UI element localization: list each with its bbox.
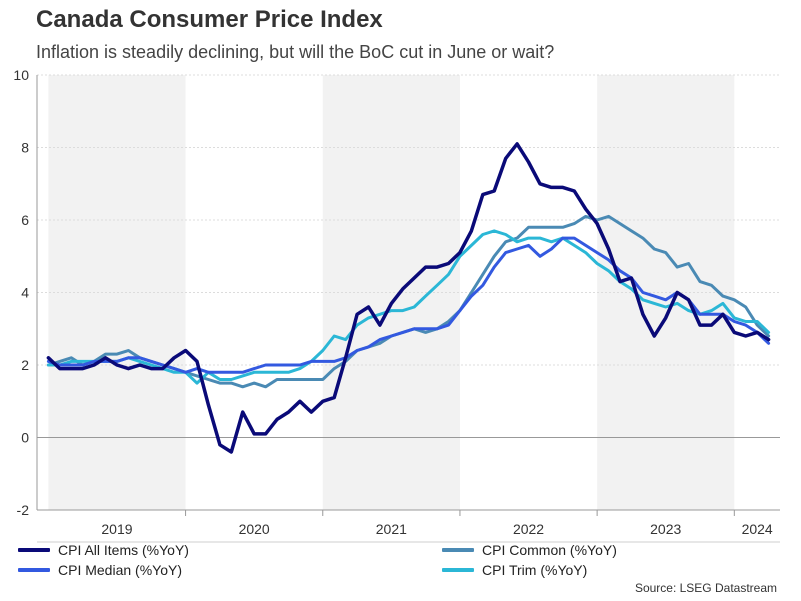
y-tick-label: 2: [21, 357, 29, 373]
x-tick-label: 2023: [650, 521, 681, 537]
x-tick-label: 2021: [376, 521, 407, 537]
series-lines: [46, 142, 771, 454]
legend-label: CPI Common (%YoY): [482, 542, 617, 558]
chart-subtitle: Inflation is steadily declining, but wil…: [36, 42, 555, 62]
y-tick-label: 6: [21, 212, 29, 228]
x-tick-label: 2019: [101, 521, 132, 537]
legend-swatch: [442, 548, 474, 552]
y-tick-label: 4: [21, 285, 29, 301]
y-axis: -2 0 2 4 6 8 10: [13, 67, 38, 518]
legend-swatch: [18, 548, 50, 552]
legend-item-cpi-median: CPI Median (%YoY): [18, 562, 182, 578]
series-line-cpi-trim-yoy: [46, 229, 771, 385]
legend-label: CPI Median (%YoY): [58, 562, 182, 578]
year-shading: [48, 75, 735, 510]
series-line-cpi-all-items-yoy: [46, 142, 771, 454]
year-band-2019: [48, 75, 186, 510]
x-tick-label: 2022: [513, 521, 544, 537]
gridlines: [37, 74, 780, 511]
legend-item-cpi-trim: CPI Trim (%YoY): [442, 562, 587, 578]
legend-swatch: [442, 568, 474, 572]
source-note: Source: LSEG Datastream: [634, 581, 777, 595]
legend-label: CPI Trim (%YoY): [482, 562, 588, 578]
legend-swatch: [18, 568, 50, 572]
chart-title: Canada Consumer Price Index: [36, 6, 383, 33]
y-tick-label: -2: [17, 502, 30, 518]
x-tick-label: 2020: [239, 521, 270, 537]
x-tick-label: 2024: [742, 521, 773, 537]
legend-label: CPI All Items (%YoY): [58, 542, 189, 558]
y-tick-label: 8: [21, 140, 29, 156]
series-line-cpi-median-yoy: [46, 236, 771, 374]
year-band-2021: [322, 75, 460, 510]
y-tick-label: 0: [21, 430, 29, 446]
legend-item-cpi-all-items: CPI All Items (%YoY): [18, 542, 189, 558]
x-axis: 2019 2020 2021 2022 2023 2024: [37, 509, 780, 543]
y-tick-label: 10: [13, 67, 29, 83]
legend-item-cpi-common: CPI Common (%YoY): [442, 542, 617, 558]
